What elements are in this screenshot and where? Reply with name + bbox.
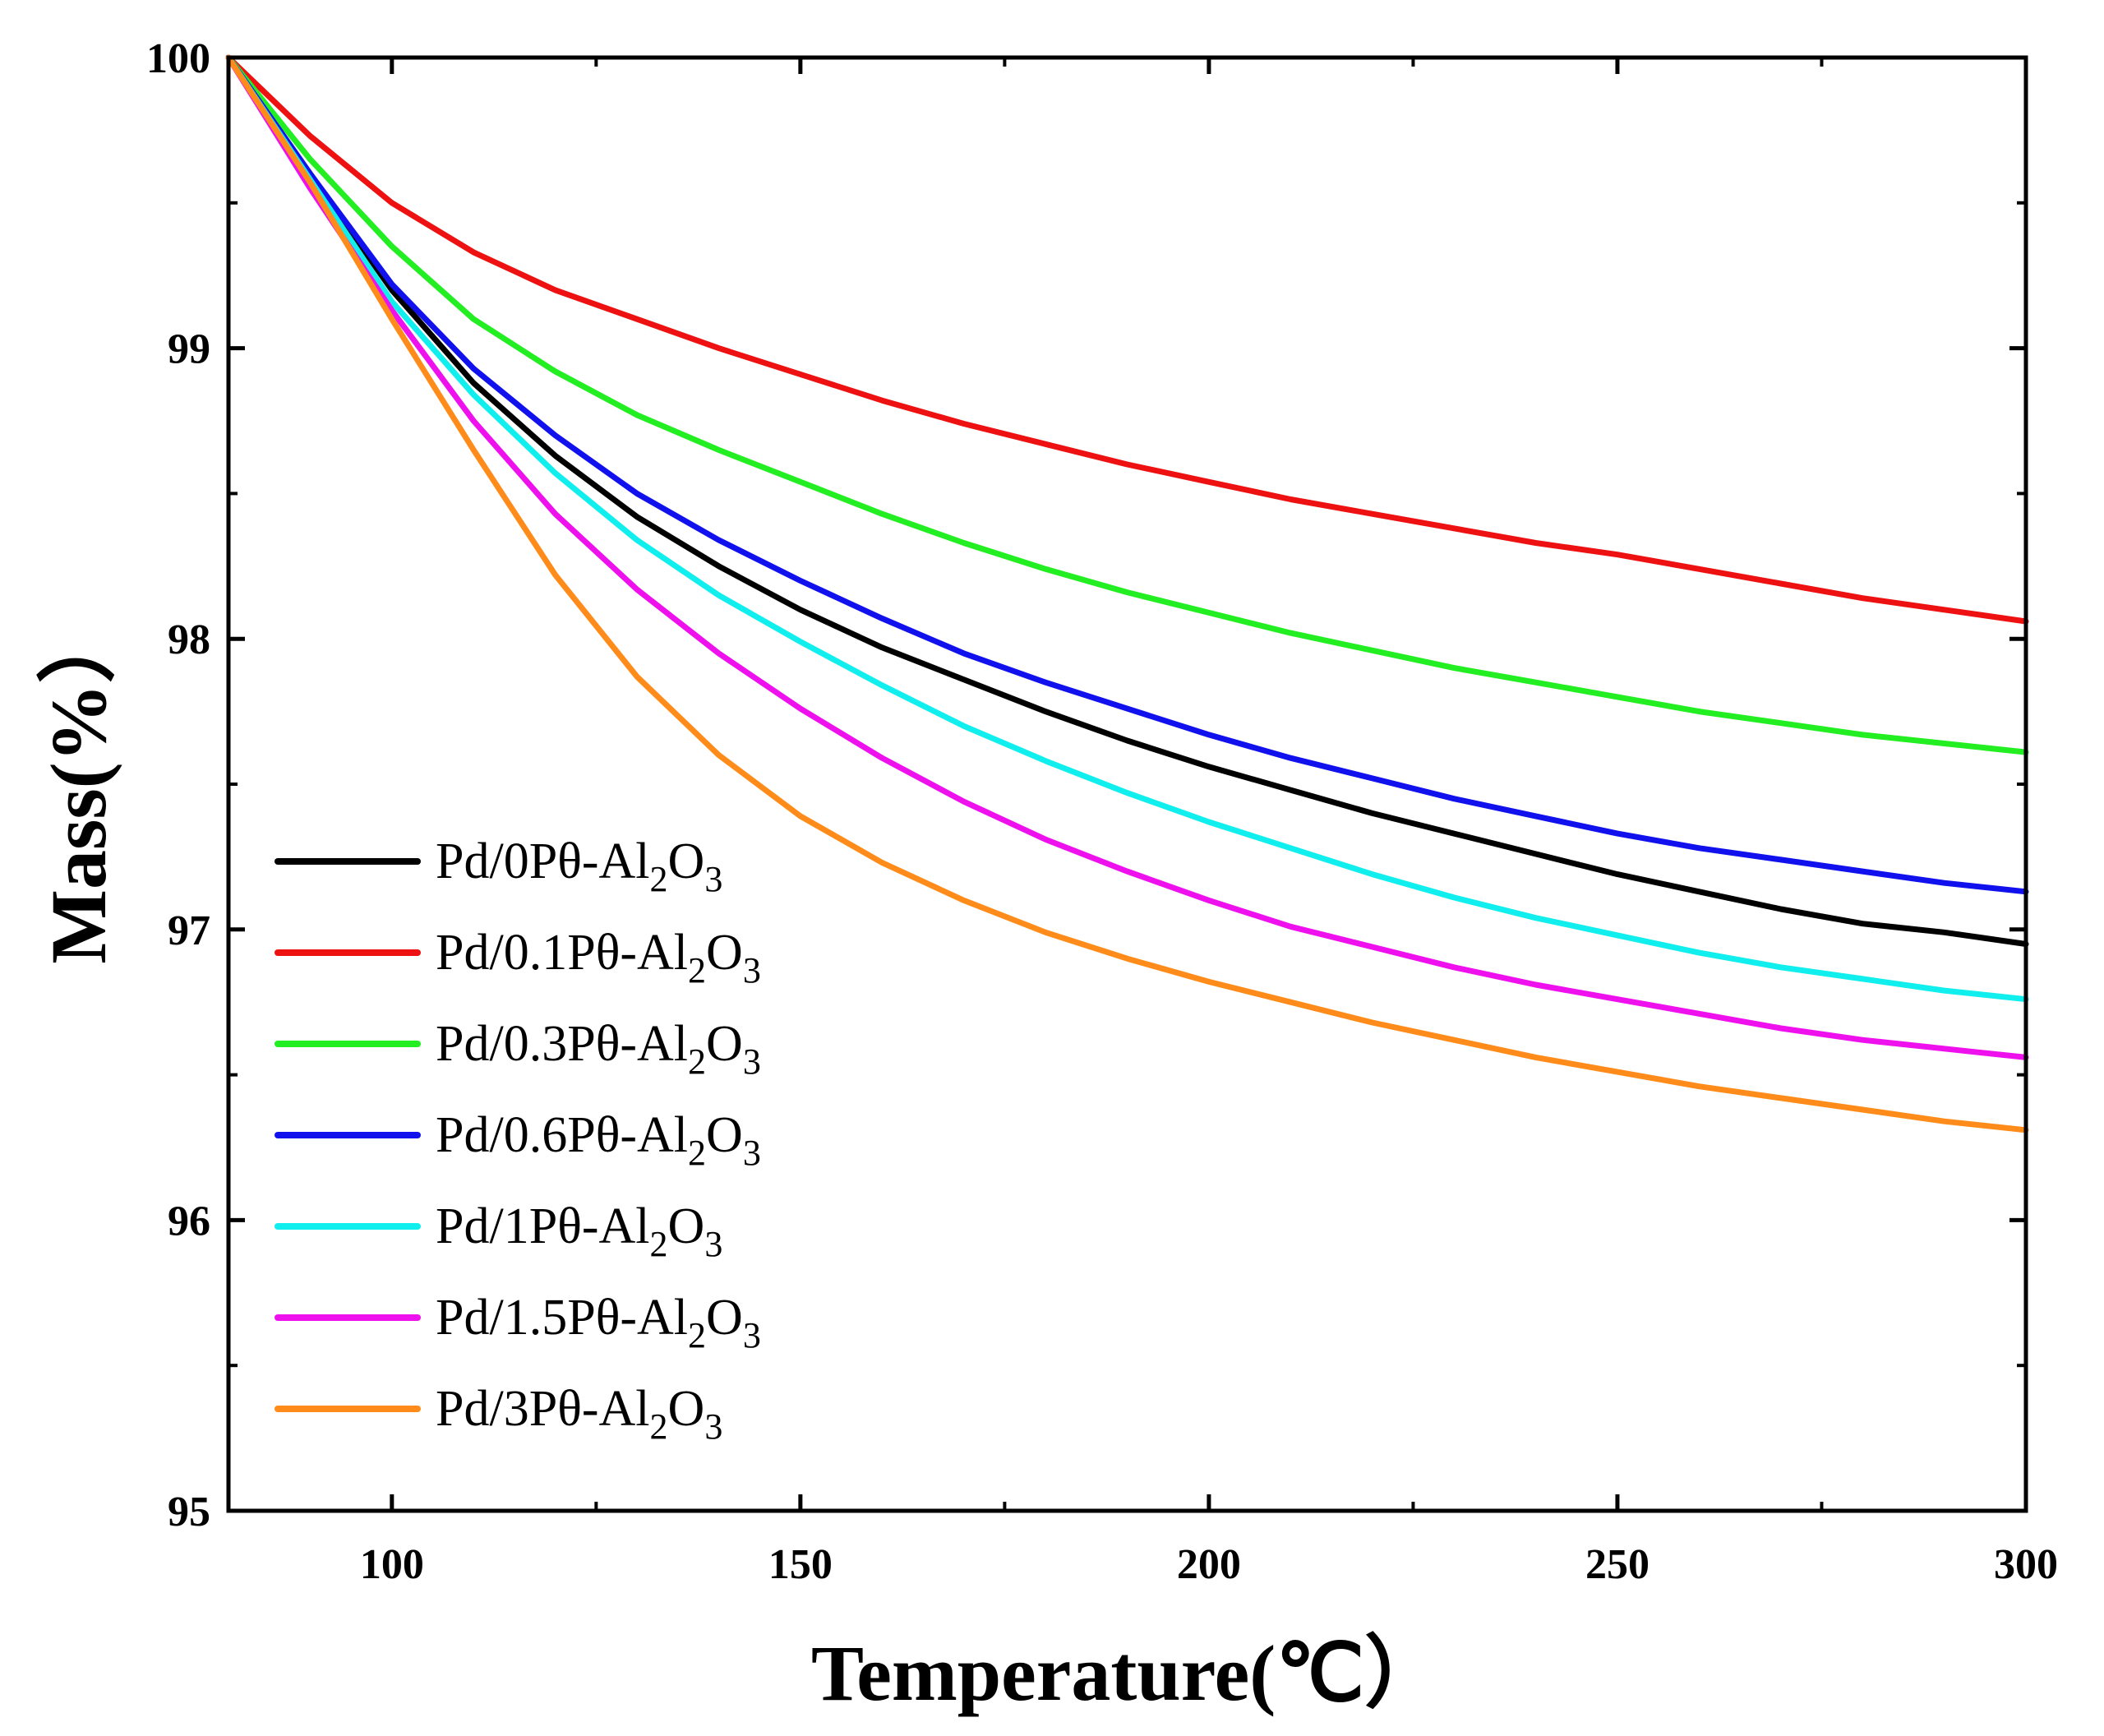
series-line-1: [225, 54, 2029, 625]
legend-label-part: O: [668, 833, 705, 889]
legend-label-part: O: [668, 1198, 705, 1254]
legend-label-part: O: [706, 925, 743, 981]
y-tick-label: 97: [168, 907, 210, 954]
legend-label-2: Pd/0.3Pθ-Al2O3: [436, 1016, 761, 1082]
y-axis-title: Mass(%）: [35, 604, 122, 963]
x-tick-label: 100: [360, 1541, 424, 1588]
legend-label-part: 2: [688, 1133, 706, 1173]
legend-label-part: Pd/1.5Pθ-Al: [436, 1290, 688, 1346]
x-tick-label: 150: [768, 1541, 833, 1588]
legend-label-part: 2: [650, 859, 668, 899]
legend-label-4: Pd/1Pθ-Al2O3: [436, 1198, 722, 1264]
legend-label-part: Pd/1Pθ-Al: [436, 1198, 650, 1254]
series-layer: [225, 54, 2029, 1133]
legend-label-part: O: [668, 1381, 705, 1437]
legend-label-3: Pd/0.6Pθ-Al2O3: [436, 1107, 761, 1173]
legend-label-part: O: [706, 1016, 743, 1072]
legend-label-part: 3: [743, 1133, 761, 1173]
series-line-3: [225, 54, 2029, 895]
legend-label-part: 3: [704, 1224, 722, 1264]
legend-label-part: Pd/0.3Pθ-Al: [436, 1016, 688, 1072]
legend-label-part: 3: [743, 950, 761, 990]
series-line-0: [225, 54, 2029, 947]
y-tick-label: 95: [168, 1489, 210, 1535]
legend-label-part: 3: [704, 859, 722, 899]
legend-label-1: Pd/0.1Pθ-Al2O3: [436, 925, 761, 990]
x-tick-label: 200: [1177, 1541, 1241, 1588]
legend-label-part: Pd/0.6Pθ-Al: [436, 1107, 688, 1163]
series-line-4: [225, 54, 2029, 1003]
legend-label-6: Pd/3Pθ-Al2O3: [436, 1381, 722, 1447]
y-tick-label: 99: [168, 326, 210, 373]
legend-label-part: 2: [688, 1041, 706, 1082]
legend-label-part: 2: [650, 1406, 668, 1447]
series-line-2: [225, 54, 2029, 755]
legend-label-part: Pd/0Pθ-Al: [436, 833, 650, 889]
ticks-layer: 100 150 200 250 300 95 96 97 98 99 100: [146, 35, 2058, 1588]
legend-label-5: Pd/1.5Pθ-Al2O3: [436, 1290, 761, 1355]
legend-label-part: O: [706, 1107, 743, 1163]
legend-label-part: 2: [688, 1315, 706, 1355]
y-tick-label: 100: [146, 35, 210, 82]
legend-label-part: 3: [743, 1315, 761, 1355]
legend-label-part: 3: [704, 1406, 722, 1447]
y-tick-label: 98: [168, 616, 210, 663]
legend-label-part: 3: [743, 1041, 761, 1082]
legend-label-part: Pd/3Pθ-Al: [436, 1381, 650, 1437]
x-tick-label: 250: [1585, 1541, 1650, 1588]
legend-label-0: Pd/0Pθ-Al2O3: [436, 833, 722, 899]
legend-label-part: O: [706, 1290, 743, 1346]
x-axis-title: Temperature(℃）: [811, 1629, 1443, 1717]
legend-label-part: 2: [650, 1224, 668, 1264]
series-line-5: [225, 54, 2029, 1060]
legend: Pd/0Pθ-Al2O3Pd/0.1Pθ-Al2O3Pd/0.3Pθ-Al2O3…: [275, 833, 761, 1447]
legend-label-part: 2: [688, 950, 706, 990]
x-tick-label: 300: [1994, 1541, 2058, 1588]
series-line-6: [225, 54, 2029, 1133]
y-tick-label: 96: [168, 1198, 210, 1244]
legend-label-part: Pd/0.1Pθ-Al: [436, 925, 688, 981]
